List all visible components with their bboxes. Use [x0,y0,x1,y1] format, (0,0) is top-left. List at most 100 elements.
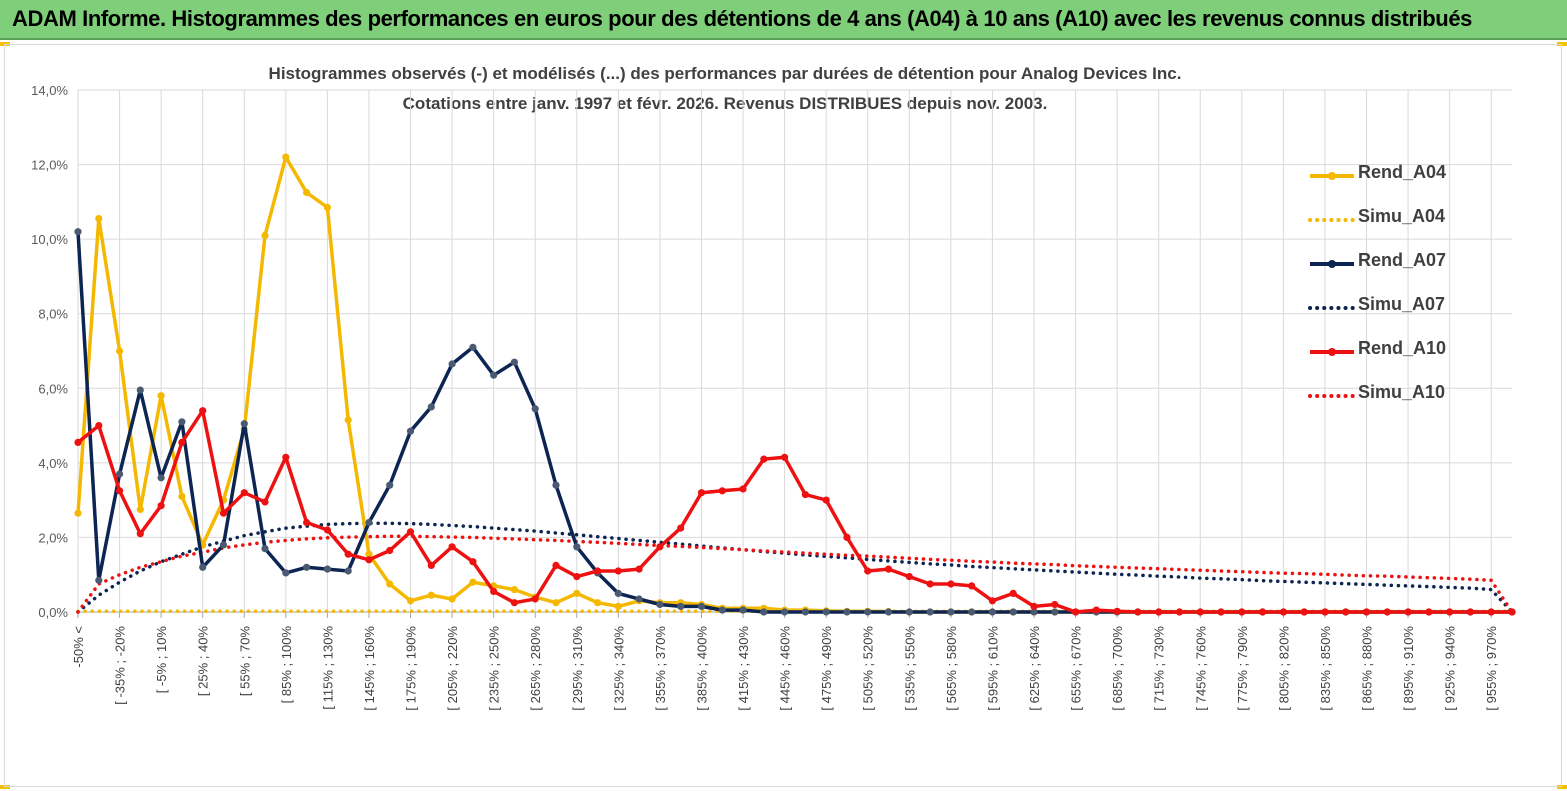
x-tick-label: [ 265% ; 280% [528,626,543,711]
x-tick-label: [ 835% ; 850% [1318,626,1333,711]
legend-label: Rend_A04 [1358,162,1447,182]
data-point-rend_a10 [261,498,269,506]
data-point-rend_a10 [1175,608,1184,616]
data-point-rend_a10 [1259,608,1267,616]
data-point-rend_a07 [261,545,269,553]
data-point-rend_a07 [303,563,311,571]
x-tick-label: [ 385% ; 400% [694,626,709,711]
data-point-rend_a10 [323,526,331,534]
data-point-rend_a07 [656,600,664,609]
legend-label: Simu_A07 [1358,294,1446,314]
data-point-rend_a10 [1321,608,1329,616]
data-point-rend_a10 [448,543,456,551]
data-point-rend_a10 [1051,600,1059,609]
data-point-rend_a07 [490,371,498,379]
legend-label: Rend_A07 [1358,250,1447,270]
data-point-rend_a10 [968,582,976,590]
data-point-rend_a07 [822,608,830,616]
data-point-rend_a07 [614,589,622,598]
x-tick-label: [ 55% ; 70% [237,626,252,697]
data-point-rend_a10 [1362,608,1371,616]
data-point-rend_a07 [136,386,144,394]
legend-swatch-rend-a07 [1310,260,1354,268]
data-point-rend_a04 [614,602,622,611]
legend-item-simu-a10: Simu_A10 [1300,380,1460,424]
data-point-rend_a10 [282,453,290,461]
data-point-rend_a07 [968,608,976,616]
data-point-rend_a07 [74,228,82,236]
data-point-rend_a10 [739,485,747,493]
data-point-rend_a04 [136,505,144,514]
data-point-rend_a07 [157,474,165,482]
data-point-rend_a04 [510,586,518,594]
x-tick-label: [ 565% ; 580% [944,626,959,711]
data-point-rend_a07 [531,405,539,413]
data-point-rend_a10 [1508,608,1516,616]
x-tick-label: [ 925% ; 940% [1443,626,1458,711]
data-point-rend_a07 [884,608,893,616]
series-line-simu_a10 [76,534,1514,614]
chart-title-line2: Cotations entre janv. 1997 et févr. 2026… [402,94,1048,113]
legend-swatch-simu-a10 [1308,394,1356,398]
data-point-rend_a07 [240,420,248,428]
legend-swatch-simu-a07 [1308,306,1356,310]
series-line-simu_a07 [76,521,1514,614]
legend-item-rend-a10: Rend_A10 [1300,336,1460,380]
data-point-rend_a04 [386,580,394,588]
data-point-rend_a10 [303,518,311,527]
chart-legend: Rend_A04 Simu_A04 Rend_A07 Simu_A07 Rend… [1300,160,1460,424]
data-point-rend_a10 [95,422,103,430]
data-point-rend_a04 [427,591,435,599]
x-tick-label: [ 295% ; 310% [570,626,585,711]
data-point-rend_a07 [95,576,103,584]
legend-swatch-rend-a10 [1310,348,1354,356]
data-point-rend_a07 [199,563,207,571]
report-title: ADAM Informe. Histogrammes des performan… [12,6,1472,31]
data-point-rend_a10 [74,438,82,446]
data-point-rend_a10 [1030,602,1038,611]
data-point-rend_a07 [510,358,518,366]
legend-label: Rend_A10 [1358,338,1447,358]
data-point-rend_a10 [760,455,768,463]
data-point-rend_a10 [406,528,415,536]
data-point-rend_a10 [1113,607,1121,615]
x-tick-label: [ 115% ; 130% [320,626,335,710]
data-point-rend_a10 [552,561,560,570]
data-point-rend_a07 [677,602,685,611]
data-point-rend_a07 [1030,608,1038,616]
data-point-rend_a04 [469,578,477,586]
series-line-rend_a10 [76,408,1512,614]
y-tick-label: 4,0% [38,456,68,471]
frame-corner-marker [1557,785,1567,789]
data-point-rend_a07 [427,403,435,411]
data-point-rend_a07 [282,569,290,577]
data-point-rend_a10 [1279,608,1287,616]
x-tick-label: [ 955% ; 970% [1484,626,1499,711]
x-tick-label: [ -5% ; 10% [154,626,169,694]
data-point-rend_a10 [240,489,248,497]
data-point-rend_a07 [406,427,415,435]
y-tick-label: 0,0% [38,605,68,620]
legend-swatch-simu-a04 [1308,218,1356,222]
x-tick-label: [ 865% ; 880% [1360,626,1375,711]
data-point-rend_a10 [947,580,955,588]
data-point-rend_a10 [157,502,165,510]
frame-corner-marker [1557,42,1567,46]
data-point-rend_a07 [178,418,186,426]
legend-item-rend-a07: Rend_A07 [1300,248,1460,292]
x-tick-label: -50% < [71,626,86,668]
data-point-rend_a07 [219,541,228,549]
y-tick-label: 14,0% [31,83,68,98]
data-point-rend_a04 [116,347,124,355]
x-tick-label: [ 25% ; 40% [196,626,211,697]
data-point-rend_a10 [1342,608,1350,616]
data-point-rend_a04 [157,392,165,400]
legend-item-rend-a04: Rend_A04 [1300,160,1460,204]
legend-item-simu-a04: Simu_A04 [1300,204,1460,248]
data-point-rend_a07 [926,608,934,616]
data-point-rend_a04 [448,595,456,603]
data-point-rend_a07 [760,608,768,616]
data-point-rend_a10 [988,597,997,605]
data-point-rend_a04 [573,589,581,598]
data-point-rend_a10 [490,587,498,596]
